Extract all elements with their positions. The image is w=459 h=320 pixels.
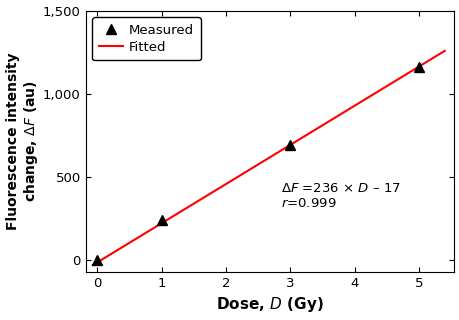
- Line: Fitted: Fitted: [93, 51, 444, 265]
- Fitted: [91, 262, 96, 266]
- Measured: [94, 258, 100, 261]
- Measured: [158, 219, 164, 222]
- Fitted: [386, 83, 392, 86]
- Fitted: [408, 69, 414, 73]
- Fitted: [305, 132, 310, 136]
- Legend: Measured, Fitted: Measured, Fitted: [92, 17, 201, 60]
- Measured: [415, 65, 421, 68]
- Line: Measured: Measured: [92, 62, 423, 264]
- Text: $\Delta$$\it{F}$ =236 × $\it{D}$ – 17
$\it{r}$=0.999: $\Delta$$\it{F}$ =236 × $\it{D}$ – 17 $\…: [280, 181, 400, 210]
- Measured: [287, 143, 292, 147]
- X-axis label: Dose, $\it{D}$ (Gy): Dose, $\it{D}$ (Gy): [216, 295, 323, 315]
- Y-axis label: Fluorescence intensity
change, $\it{\Delta F}$ (au): Fluorescence intensity change, $\it{\Del…: [6, 52, 40, 230]
- Fitted: [298, 136, 303, 140]
- Fitted: [90, 263, 95, 267]
- Fitted: [299, 136, 304, 140]
- Fitted: [441, 49, 447, 53]
